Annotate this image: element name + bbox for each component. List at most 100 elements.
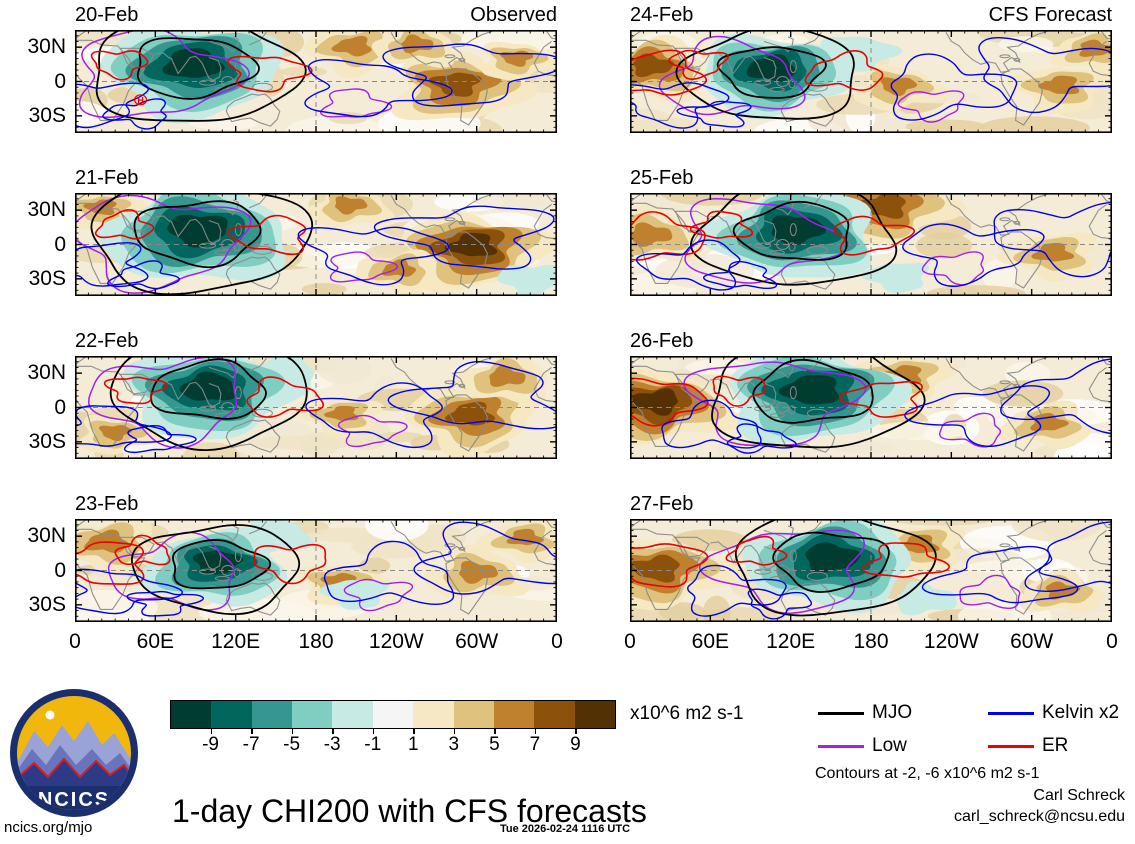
- colorbar-tick-label: -1: [364, 734, 382, 755]
- panel-header-row: 25-Feb: [630, 166, 1112, 190]
- contours-note: Contours at -2, -6 x10^6 m2 s-1: [815, 765, 1040, 782]
- map-26-Feb: [630, 356, 1112, 459]
- x-axis-label: 60W: [1010, 630, 1054, 653]
- legend-label: MJO: [872, 702, 913, 723]
- map-24-Feb: [630, 30, 1112, 133]
- map-panel-21-Feb: [75, 193, 557, 296]
- colorbar-tickmark: [291, 729, 294, 734]
- colorbar-segment: [171, 701, 212, 728]
- colorbar-tickmark: [332, 729, 334, 734]
- panel-header-row: 20-Feb Observed: [75, 3, 557, 27]
- x-axis-label: 120W: [368, 630, 424, 653]
- legend-label: Low: [872, 735, 907, 756]
- panel-header-row: 24-Feb CFS Forecast: [630, 3, 1112, 27]
- map-panel-24-Feb: [630, 30, 1112, 133]
- colorbar-tick-label: 9: [570, 734, 581, 755]
- x-axis-label: 180: [853, 630, 889, 653]
- y-axis-label: 30S: [28, 266, 66, 290]
- y-axis-label: 30N: [27, 524, 66, 548]
- colorbar-tick-label: 7: [529, 734, 541, 755]
- map-panel-20-Feb: H: [75, 30, 557, 133]
- x-axis-label: 0: [551, 630, 563, 653]
- svg-text:H: H: [137, 95, 144, 105]
- y-axis-label: 0: [54, 395, 66, 419]
- ncics-logo: NCICS: [10, 689, 138, 817]
- x-axis-label: 60W: [455, 630, 499, 653]
- panel-date: 23-Feb: [75, 493, 139, 515]
- colorbar-tick-label: -3: [323, 734, 341, 755]
- map-27-Feb: [630, 519, 1112, 622]
- panel-header-row: 27-Feb: [630, 492, 1112, 516]
- x-axis-label: 0: [69, 630, 81, 653]
- colorbar-tickmark: [494, 729, 496, 734]
- y-axis-label: 0: [54, 232, 66, 256]
- logo-text: NCICS: [38, 789, 110, 811]
- map-20-Feb: H: [75, 30, 557, 133]
- panel-header-row: 23-Feb: [75, 492, 557, 516]
- panel-date: 24-Feb: [630, 4, 694, 26]
- colorbar-tickmark: [575, 729, 577, 734]
- panel-header-row: 22-Feb: [75, 329, 557, 353]
- colorbar-tickmark: [453, 729, 456, 734]
- logo-red-ridge: [17, 757, 131, 782]
- colorbar-segment: [413, 701, 454, 728]
- y-axis-label: 30S: [28, 103, 66, 127]
- panel-date: 26-Feb: [630, 330, 694, 352]
- y-axis-label: 30S: [28, 429, 66, 453]
- panel-header-row: 26-Feb: [630, 329, 1112, 353]
- x-axis-label: 0: [624, 630, 636, 653]
- map-panel-23-Feb: [75, 519, 557, 622]
- x-axis-labels: 0 60E 120E 180 120W 60W 0: [624, 630, 1118, 656]
- x-axis-labels: 0 60E 120E 180 120W 60W 0: [69, 630, 563, 656]
- map-panel-27-Feb: [630, 519, 1112, 622]
- map-panel-22-Feb: [75, 356, 557, 459]
- credit-name: Carl Schreck: [1033, 787, 1125, 804]
- panel-date: 22-Feb: [75, 330, 139, 352]
- panel-header-row: 21-Feb: [75, 166, 557, 190]
- colorbar-segment: [251, 701, 293, 728]
- legend-label: Kelvin x2: [1042, 702, 1120, 723]
- legend-line-low: [818, 745, 864, 748]
- panel-date: 20-Feb: [75, 4, 139, 26]
- legend-line-kelvin-x2: [988, 712, 1034, 715]
- credit-email: carl_schreck@ncsu.edu: [954, 808, 1125, 825]
- column-header: CFS Forecast: [988, 4, 1112, 26]
- colorbar-tickmark: [251, 729, 253, 734]
- map-panel-26-Feb: [630, 356, 1112, 459]
- x-axis-label: 120E: [211, 630, 261, 653]
- logo-moon-icon: [45, 710, 55, 720]
- colorbar-segment: [372, 701, 414, 728]
- y-axis-label: 30N: [27, 35, 66, 59]
- map-21-Feb: [75, 193, 557, 296]
- panel-date: 25-Feb: [630, 167, 694, 189]
- colorbar-tickmark: [210, 729, 213, 734]
- colorbar-units: x10^6 m2 s-1: [630, 703, 744, 724]
- x-axis-label: 180: [298, 630, 334, 653]
- colorbar-segment: [574, 701, 615, 728]
- legend-line-mjo: [818, 712, 864, 715]
- legend-label: ER: [1042, 735, 1069, 756]
- map-23-Feb: [75, 519, 557, 622]
- y-axis-label: 0: [54, 69, 66, 93]
- footer-url: ncics.org/mjo: [4, 819, 93, 836]
- legend-line-er: [988, 745, 1034, 748]
- colorbar-tick-label: -9: [202, 734, 219, 755]
- colorbar-segment: [292, 701, 333, 728]
- colorbar-tick-label: 5: [489, 734, 500, 755]
- footer-timestamp: Tue 2026-02-24 1116 UTC: [499, 823, 631, 835]
- colorbar-segment: [211, 701, 252, 728]
- y-axis-label: 30S: [28, 592, 66, 616]
- column-header: Observed: [470, 4, 557, 26]
- panel-date: 27-Feb: [630, 493, 694, 515]
- y-axis-label: 30N: [27, 198, 66, 222]
- colorbar-tick-label: -7: [242, 734, 260, 755]
- x-axis-label: 120E: [766, 630, 816, 653]
- colorbar-tick-label: -5: [283, 734, 301, 755]
- y-axis-label: 30N: [27, 361, 66, 385]
- colorbar-segment: [453, 701, 494, 728]
- x-axis-label: 0: [1106, 630, 1118, 653]
- map-panel-25-Feb: [630, 193, 1112, 296]
- map-25-Feb: [630, 193, 1112, 296]
- colorbar-tickmark: [372, 729, 375, 734]
